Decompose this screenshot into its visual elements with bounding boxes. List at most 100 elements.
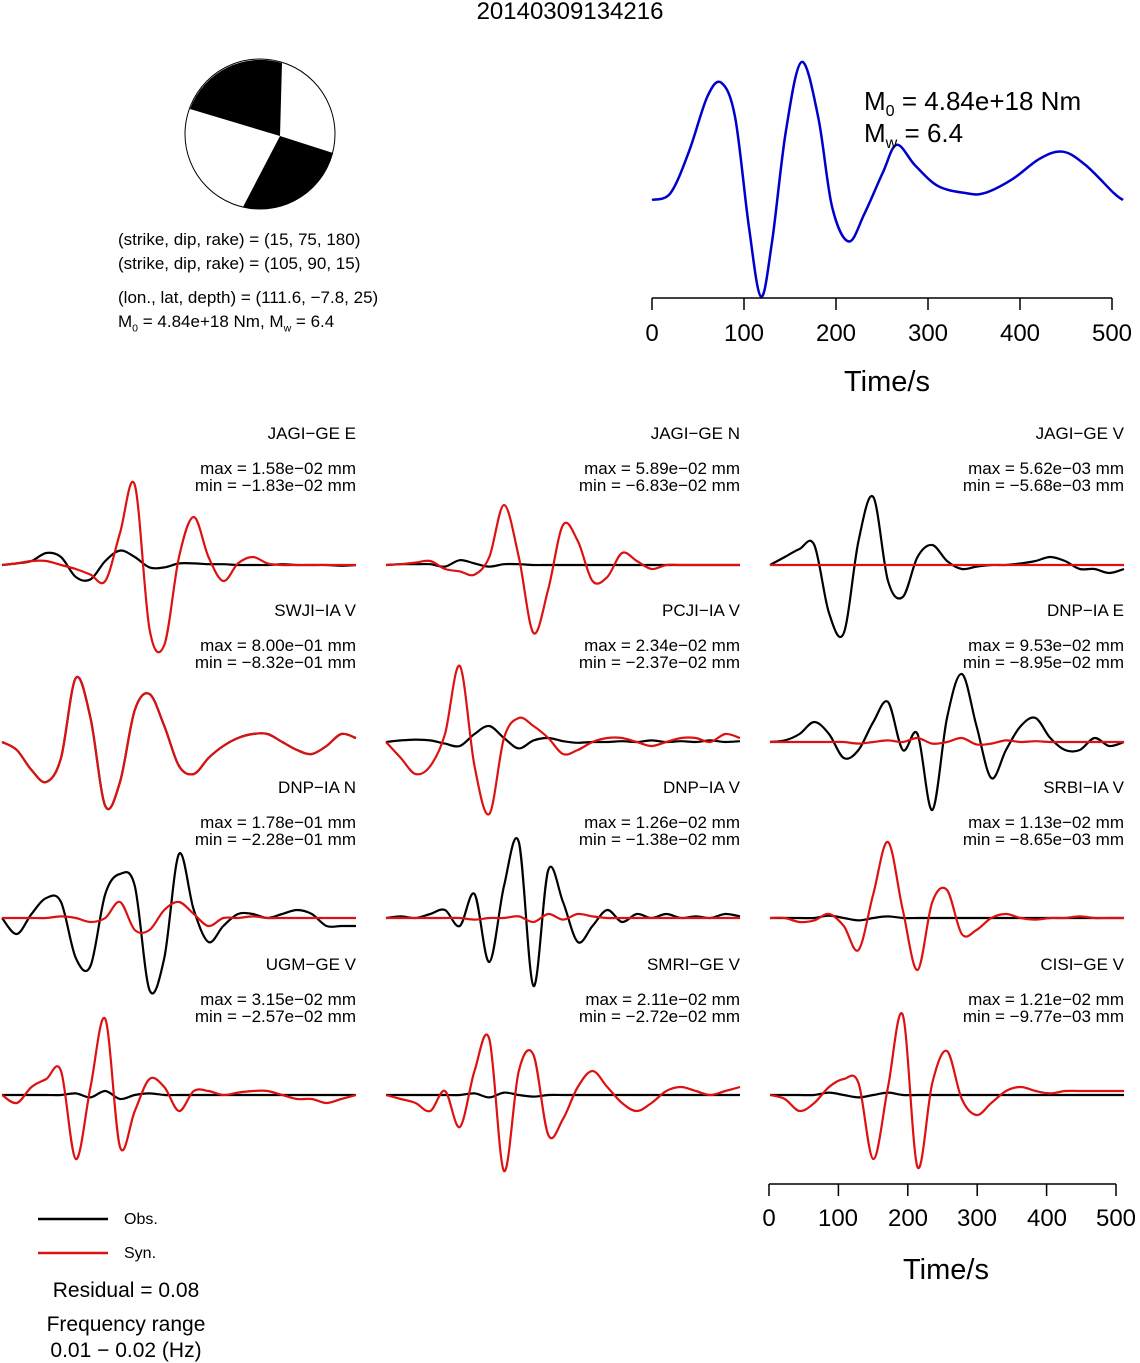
station-name: DNP−IA E	[1046, 601, 1124, 620]
station-max: max = 5.62e−03 mm	[968, 459, 1124, 478]
freq-range-value: 0.01 − 0.02 (Hz)	[50, 1339, 202, 1362]
beachball	[184, 58, 336, 210]
legend-lines	[38, 1217, 108, 1255]
station-max: max = 1.26e−02 mm	[584, 813, 740, 832]
station-min: min = −1.38e−02 mm	[578, 830, 740, 849]
legend-obs-label: Obs.	[124, 1211, 158, 1228]
figure-title: 20140309134216	[476, 0, 664, 25]
residual-text: Residual = 0.08	[52, 1279, 200, 1302]
station-max: max = 9.53e−02 mm	[968, 636, 1124, 655]
station-panel	[1, 480, 357, 654]
bottom-tick: 0	[762, 1205, 776, 1232]
station-max: max = 1.13e−02 mm	[968, 813, 1124, 832]
obs-trace	[769, 1091, 1124, 1099]
station-name: SRBI−IA V	[1043, 778, 1124, 797]
obs-trace	[1, 1089, 356, 1101]
station-min: min = −9.77e−03 mm	[962, 1007, 1124, 1026]
location-text: (lon., lat, depth) = (111.6, −7.8, 25)	[118, 288, 379, 307]
stf-curve	[651, 60, 1124, 298]
plane1-text: (strike, dip, rake) = (15, 75, 180)	[118, 230, 361, 249]
station-max: max = 1.21e−02 mm	[968, 990, 1124, 1009]
station-min: min = −2.72e−02 mm	[578, 1007, 740, 1026]
syn-trace	[385, 1033, 741, 1173]
stf-tick: 300	[907, 320, 949, 347]
station-panel	[769, 840, 1124, 972]
station-name: SWJI−IA V	[274, 601, 356, 620]
station-min: min = −8.32e−01 mm	[194, 653, 356, 672]
station-min: min = −2.28e−01 mm	[194, 830, 356, 849]
stf-xlabel: Time/s	[844, 366, 930, 398]
stf-tick: 500	[1091, 320, 1133, 347]
syn-trace	[2, 900, 356, 935]
station-panel	[769, 494, 1125, 639]
station-name: JAGI−GE E	[267, 424, 356, 443]
stf-tick: 200	[815, 320, 857, 347]
station-panel	[769, 672, 1125, 812]
station-name: JAGI−GE N	[650, 424, 740, 443]
legend-syn-label: Syn.	[124, 1245, 157, 1262]
station-min: min = −2.37e−02 mm	[578, 653, 740, 672]
syn-trace	[1, 675, 357, 811]
syn-trace	[769, 736, 1124, 746]
bottom-tick: 200	[887, 1205, 929, 1232]
syn-trace	[385, 664, 741, 816]
station-min: min = −5.68e−03 mm	[962, 476, 1124, 495]
stf-tick: 400	[999, 320, 1041, 347]
stf-tick: 100	[723, 320, 765, 347]
station-panel	[1, 852, 356, 995]
bottom-xlabel: Time/s	[903, 1254, 989, 1286]
source-time-function	[651, 60, 1124, 298]
obs-trace	[1, 852, 356, 995]
bottom-tick: 100	[817, 1205, 859, 1232]
bottom-tick: 500	[1095, 1205, 1137, 1232]
station-min: min = −2.57e−02 mm	[194, 1007, 356, 1026]
station-max: max = 8.00e−01 mm	[200, 636, 356, 655]
station-max: max = 2.11e−02 mm	[585, 990, 740, 1009]
station-name: PCJI−IA V	[662, 601, 740, 620]
station-min: min = −8.95e−02 mm	[962, 653, 1124, 672]
station-panel	[769, 1012, 1124, 1170]
station-name: SMRI−GE V	[646, 955, 740, 974]
station-panel	[385, 503, 740, 635]
freq-range-title: Frequency range	[46, 1313, 206, 1336]
syn-trace	[769, 1012, 1124, 1170]
station-name: CISI−GE V	[1040, 955, 1124, 974]
station-name: DNP−IA V	[662, 778, 740, 797]
stf-m0-label: M0 = 4.84e+18 Nm	[864, 86, 1082, 121]
stf-tick: 0	[645, 320, 659, 347]
station-name: UGM−GE V	[265, 955, 356, 974]
syn-trace	[385, 503, 740, 635]
obs-trace	[769, 494, 1125, 639]
station-max: max = 5.89e−02 mm	[584, 459, 740, 478]
stf-mw-label: Mw = 6.4	[864, 118, 964, 153]
bottom-tick: 300	[956, 1205, 998, 1232]
plane2-text: (strike, dip, rake) = (105, 90, 15)	[118, 254, 361, 273]
syn-trace	[769, 840, 1124, 972]
obs-trace	[385, 1091, 740, 1099]
syn-trace	[1, 1016, 357, 1161]
station-panel	[385, 664, 741, 816]
bottom-tick: 400	[1026, 1205, 1068, 1232]
station-max: max = 1.58e−02 mm	[200, 459, 356, 478]
station-min: min = −8.65e−03 mm	[962, 830, 1124, 849]
station-name: JAGI−GE V	[1035, 424, 1124, 443]
station-min: min = −6.83e−02 mm	[578, 476, 740, 495]
station-max: max = 1.78e−01 mm	[200, 813, 356, 832]
station-panel	[385, 837, 741, 988]
station-name: DNP−IA N	[278, 778, 356, 797]
obs-trace	[769, 672, 1125, 812]
bottom-time-axis	[768, 1183, 1117, 1196]
station-panel	[385, 1033, 741, 1173]
waveform-panels	[1, 480, 1125, 1173]
moment-text: M0 = 4.84e+18 Nm, Mw = 6.4	[118, 312, 335, 335]
syn-trace	[1, 480, 356, 654]
station-max: max = 2.34e−02 mm	[584, 636, 740, 655]
stf-time-axis	[651, 297, 1113, 310]
station-min: min = −1.83e−02 mm	[194, 476, 356, 495]
syn-trace	[386, 912, 740, 924]
obs-trace	[385, 724, 741, 750]
station-max: max = 3.15e−02 mm	[200, 990, 356, 1009]
station-panel	[1, 675, 357, 811]
station-panel	[1, 1016, 357, 1161]
